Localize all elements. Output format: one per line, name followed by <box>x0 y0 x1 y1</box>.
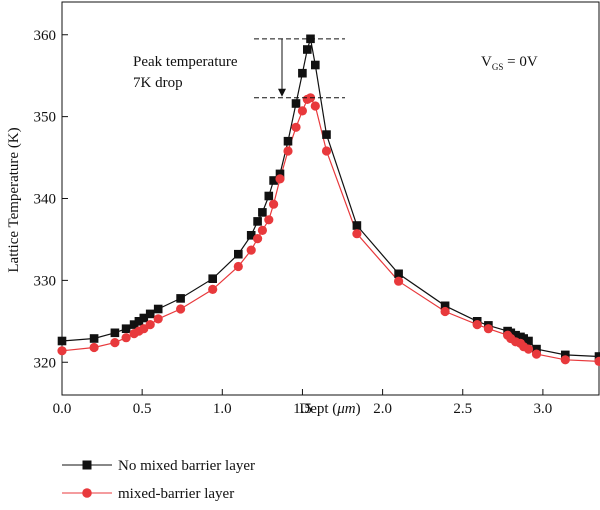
data-point-circle <box>57 346 67 356</box>
data-point-circle <box>283 146 293 156</box>
data-point-square <box>57 336 67 346</box>
data-point-square <box>153 304 163 314</box>
drop-annotation: 7K drop <box>133 75 183 91</box>
data-point-square <box>352 221 362 230</box>
legend-label-mixed: mixed-barrier layer <box>118 486 234 502</box>
data-point-circle <box>153 314 163 324</box>
data-point-circle <box>233 261 243 272</box>
data-point-circle <box>472 320 482 330</box>
data-point-square <box>89 334 99 343</box>
data-point-square <box>283 136 293 146</box>
data-point-square <box>322 130 331 139</box>
data-point-square <box>524 336 533 346</box>
data-point-square <box>291 99 301 108</box>
data-point-square <box>394 269 403 279</box>
data-point-circle <box>352 229 362 239</box>
data-point-square <box>253 217 262 226</box>
legend-item-mixed: mixed-barrier layer <box>62 486 234 502</box>
data-point-circle <box>275 174 285 184</box>
data-point-square <box>234 249 243 259</box>
data-point-circle <box>394 276 404 286</box>
legend: No mixed barrier layer mixed-barrier lay… <box>62 458 255 502</box>
data-point-square <box>440 301 450 311</box>
x-tick-label: 2.5 <box>453 401 472 417</box>
data-point-square <box>264 191 274 201</box>
x-tick-label: 0.0 <box>53 401 72 417</box>
x-tick-label: 2.0 <box>373 401 392 417</box>
legend-square-marker <box>82 460 92 470</box>
legend-circle-marker <box>82 488 92 498</box>
data-point-circle <box>523 344 534 354</box>
legend-item-no-mixed: No mixed barrier layer <box>62 458 255 474</box>
data-point-circle <box>531 349 542 359</box>
data-point-circle <box>321 146 332 156</box>
y-tick-label: 360 <box>34 28 57 44</box>
data-point-circle <box>208 284 218 294</box>
series-layer <box>57 34 600 366</box>
data-point-square <box>258 208 267 217</box>
data-point-square <box>246 231 256 240</box>
y-tick-label: 320 <box>34 355 57 371</box>
vgs-annotation: VGS = 0V <box>481 54 538 72</box>
data-point-square <box>110 328 120 338</box>
y-axis-label: Lattice Temperature (K) <box>6 127 22 272</box>
annotation-layer: Peak temperature 7K drop VGS = 0V <box>133 38 538 99</box>
data-point-square <box>532 344 541 354</box>
data-point-square <box>129 320 139 329</box>
x-tick-label: 1.5 <box>293 401 312 417</box>
x-axis-label: Dept (μm) <box>299 401 360 417</box>
data-point-square <box>298 68 307 78</box>
legend-label-no-mixed: No mixed barrier layer <box>118 458 255 474</box>
data-point-circle <box>440 306 450 317</box>
data-point-circle <box>297 106 307 116</box>
x-tick-label: 0.5 <box>133 401 152 417</box>
data-point-circle <box>145 320 155 330</box>
data-point-circle <box>110 338 120 348</box>
x-tick-label: 3.0 <box>534 401 553 417</box>
data-point-square <box>519 334 528 343</box>
data-point-square <box>145 309 155 319</box>
data-point-square <box>511 330 520 340</box>
data-point-square <box>311 60 320 70</box>
data-point-circle <box>253 234 263 244</box>
data-point-square <box>139 313 149 323</box>
data-point-circle <box>121 333 131 343</box>
data-point-square <box>176 294 185 303</box>
data-point-circle <box>264 215 274 225</box>
data-point-square <box>303 45 312 54</box>
data-point-circle <box>310 101 320 111</box>
data-point-circle <box>246 245 256 255</box>
y-tick-label: 340 <box>34 192 57 208</box>
data-point-square <box>561 350 570 360</box>
data-point-circle <box>291 122 301 132</box>
data-point-square <box>134 317 144 326</box>
data-point-square <box>594 352 600 361</box>
peak-temperature-annotation: Peak temperature <box>133 54 238 70</box>
data-point-circle <box>560 355 570 365</box>
data-point-circle <box>483 324 493 334</box>
x-tick-label: 1.0 <box>213 401 232 417</box>
data-point-circle <box>594 356 600 366</box>
data-point-circle <box>269 199 279 209</box>
data-point-circle <box>176 304 186 314</box>
data-point-square <box>275 169 285 179</box>
data-point-square <box>121 324 131 333</box>
y-tick-label: 330 <box>34 273 57 289</box>
data-point-square <box>269 176 278 185</box>
drop-arrow-head <box>278 88 286 97</box>
data-point-circle <box>89 342 99 353</box>
axis-ticks: 0.0 0.5 1.0 1.5 2.0 2.5 3.0 320 330 340 350 360 <box>34 28 553 417</box>
data-point-square <box>208 274 217 283</box>
data-point-circle <box>257 225 267 235</box>
y-tick-label: 350 <box>34 110 57 126</box>
